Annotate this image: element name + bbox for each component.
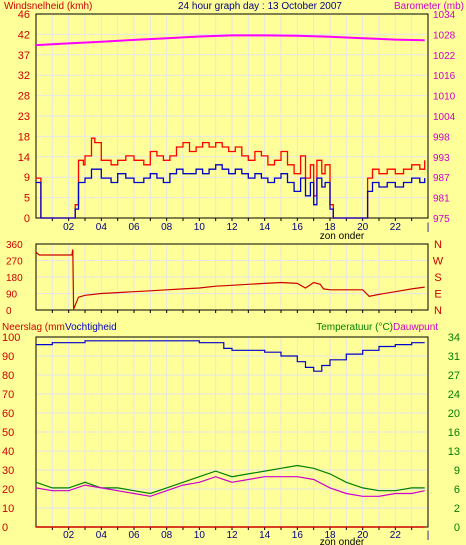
y-tick-label-wind-0: 0: [24, 213, 30, 225]
compass-label-3: E: [434, 289, 441, 301]
series-direction-line: [35, 249, 425, 310]
y-tick-label-wind-37: 37: [18, 50, 30, 62]
y-tick-label-dir-360: 360: [6, 240, 23, 251]
humidity-temperature-panel: Neerslag (mm Vochtigheid Temperatuur (°C) D…: [2, 322, 460, 541]
y-tick-label-hum-40: 40: [2, 446, 14, 458]
wind-barometer-panel: 0591418232832374246975981987993998100410…: [18, 9, 456, 233]
y2-tick-label-temp-0: 0: [454, 522, 460, 534]
y2-tick-label-baro-1016: 1016: [433, 71, 456, 82]
y-tick-label-wind-9: 9: [24, 172, 30, 184]
y-tick-label-wind-23: 23: [18, 111, 30, 123]
x-tick-label-18: 18: [324, 530, 336, 541]
chart-title: 24 hour graph day : 13 October 2007: [178, 1, 342, 12]
y2-tick-label-baro-987: 987: [433, 173, 450, 184]
y2-tick-label-temp-27: 27: [448, 370, 460, 382]
y-tick-label-hum-80: 80: [2, 370, 14, 382]
y2-tick-label-baro-998: 998: [433, 132, 450, 143]
header-dewpoint: Dauwpunt: [393, 322, 438, 333]
y2-tick-label-baro-993: 993: [433, 153, 450, 164]
header-temperature: Temperatuur (°C): [316, 322, 393, 333]
y-tick-label-wind-42: 42: [18, 29, 30, 41]
sunset-label-bottom: zon onder: [320, 537, 365, 545]
header-right: Barometer (mb): [394, 1, 464, 12]
y2-tick-label-temp-24: 24: [448, 389, 460, 401]
y-tick-label-wind-46: 46: [18, 9, 30, 21]
x-tick-label-02: 02: [63, 530, 75, 541]
x-tick-end-bottom: |: [427, 530, 430, 541]
compass-label-1: W: [433, 256, 444, 268]
y-tick-label-dir-0: 0: [6, 306, 12, 317]
series-humidity-line: [36, 340, 425, 372]
x-tick-label-14: 14: [259, 222, 271, 233]
y-tick-label-wind-32: 32: [18, 70, 30, 82]
y2-tick-label-baro-1004: 1004: [433, 112, 456, 123]
y-tick-label-hum-30: 30: [2, 465, 14, 477]
compass-label-0: N: [434, 239, 442, 251]
y2-tick-label-temp-2: 2: [454, 503, 460, 515]
x-tick-label-06: 06: [128, 530, 140, 541]
header-left: Windsnelheid (kmh): [4, 1, 92, 12]
x-tick-label-14: 14: [259, 530, 271, 541]
y-tick-label-wind-14: 14: [18, 152, 30, 164]
y-tick-label-hum-50: 50: [2, 427, 14, 439]
y2-tick-label-temp-31: 31: [448, 351, 460, 363]
y2-tick-label-baro-1028: 1028: [433, 30, 456, 41]
y-tick-label-hum-90: 90: [2, 351, 14, 363]
y-tick-label-dir-270: 270: [6, 257, 23, 268]
y-tick-label-hum-100: 100: [2, 332, 20, 344]
y-tick-label-wind-5: 5: [24, 193, 30, 205]
y-tick-label-hum-70: 70: [2, 389, 14, 401]
y2-tick-label-baro-975: 975: [433, 214, 450, 225]
x-tick-label-20: 20: [357, 530, 369, 541]
y-tick-label-hum-0: 0: [2, 522, 8, 534]
x-tick-label-10: 10: [194, 530, 206, 541]
series-barometer-line: [35, 34, 425, 47]
y2-tick-label-temp-13: 13: [448, 446, 460, 458]
x-tick-label-04: 04: [96, 530, 108, 541]
sunset-label: zon onder: [320, 231, 365, 242]
compass-label-4: N: [434, 305, 442, 317]
y-tick-label-hum-60: 60: [2, 408, 14, 420]
y2-tick-label-baro-1022: 1022: [433, 51, 456, 62]
y2-tick-label-baro-1010: 1010: [433, 92, 456, 103]
y-tick-label-dir-180: 180: [6, 273, 23, 284]
header-rain: Neerslag (mm: [2, 322, 65, 333]
y-tick-label-hum-10: 10: [2, 503, 14, 515]
x-tick-label-04: 04: [96, 222, 108, 233]
x-tick-label-06: 06: [128, 222, 140, 233]
compass-label-2: S: [434, 272, 441, 284]
y-tick-label-hum-20: 20: [2, 484, 14, 496]
y-tick-label-dir-90: 90: [6, 290, 18, 301]
y2-tick-label-temp-20: 20: [448, 408, 460, 420]
y2-tick-label-temp-6: 6: [454, 484, 460, 496]
y2-tick-label-baro-981: 981: [433, 194, 450, 205]
series-dewpoint-line: [35, 476, 425, 497]
x-tick-end: |: [427, 222, 430, 233]
y2-tick-label-temp-34: 34: [448, 332, 460, 344]
x-tick-label-20: 20: [357, 222, 369, 233]
y2-tick-label-temp-16: 16: [448, 427, 460, 439]
x-tick-label-10: 10: [194, 222, 206, 233]
y2-tick-label-temp-9: 9: [454, 465, 460, 477]
x-tick-label-08: 08: [161, 530, 173, 541]
x-tick-label-18: 18: [324, 222, 336, 233]
x-tick-label-02: 02: [63, 222, 75, 233]
x-tick-label-12: 12: [226, 222, 238, 233]
x-tick-label-12: 12: [226, 530, 238, 541]
y2-tick-label-baro-1034: 1034: [433, 10, 456, 21]
y-tick-label-wind-28: 28: [18, 91, 30, 103]
header-humidity: Vochtigheid: [65, 322, 117, 333]
x-tick-label-22: 22: [390, 222, 402, 233]
series-average-line: [36, 164, 426, 219]
y-tick-label-wind-18: 18: [18, 131, 30, 143]
x-tick-label-16: 16: [292, 222, 304, 233]
x-tick-label-16: 16: [292, 530, 304, 541]
x-tick-label-08: 08: [161, 222, 173, 233]
x-tick-label-22: 22: [390, 530, 402, 541]
